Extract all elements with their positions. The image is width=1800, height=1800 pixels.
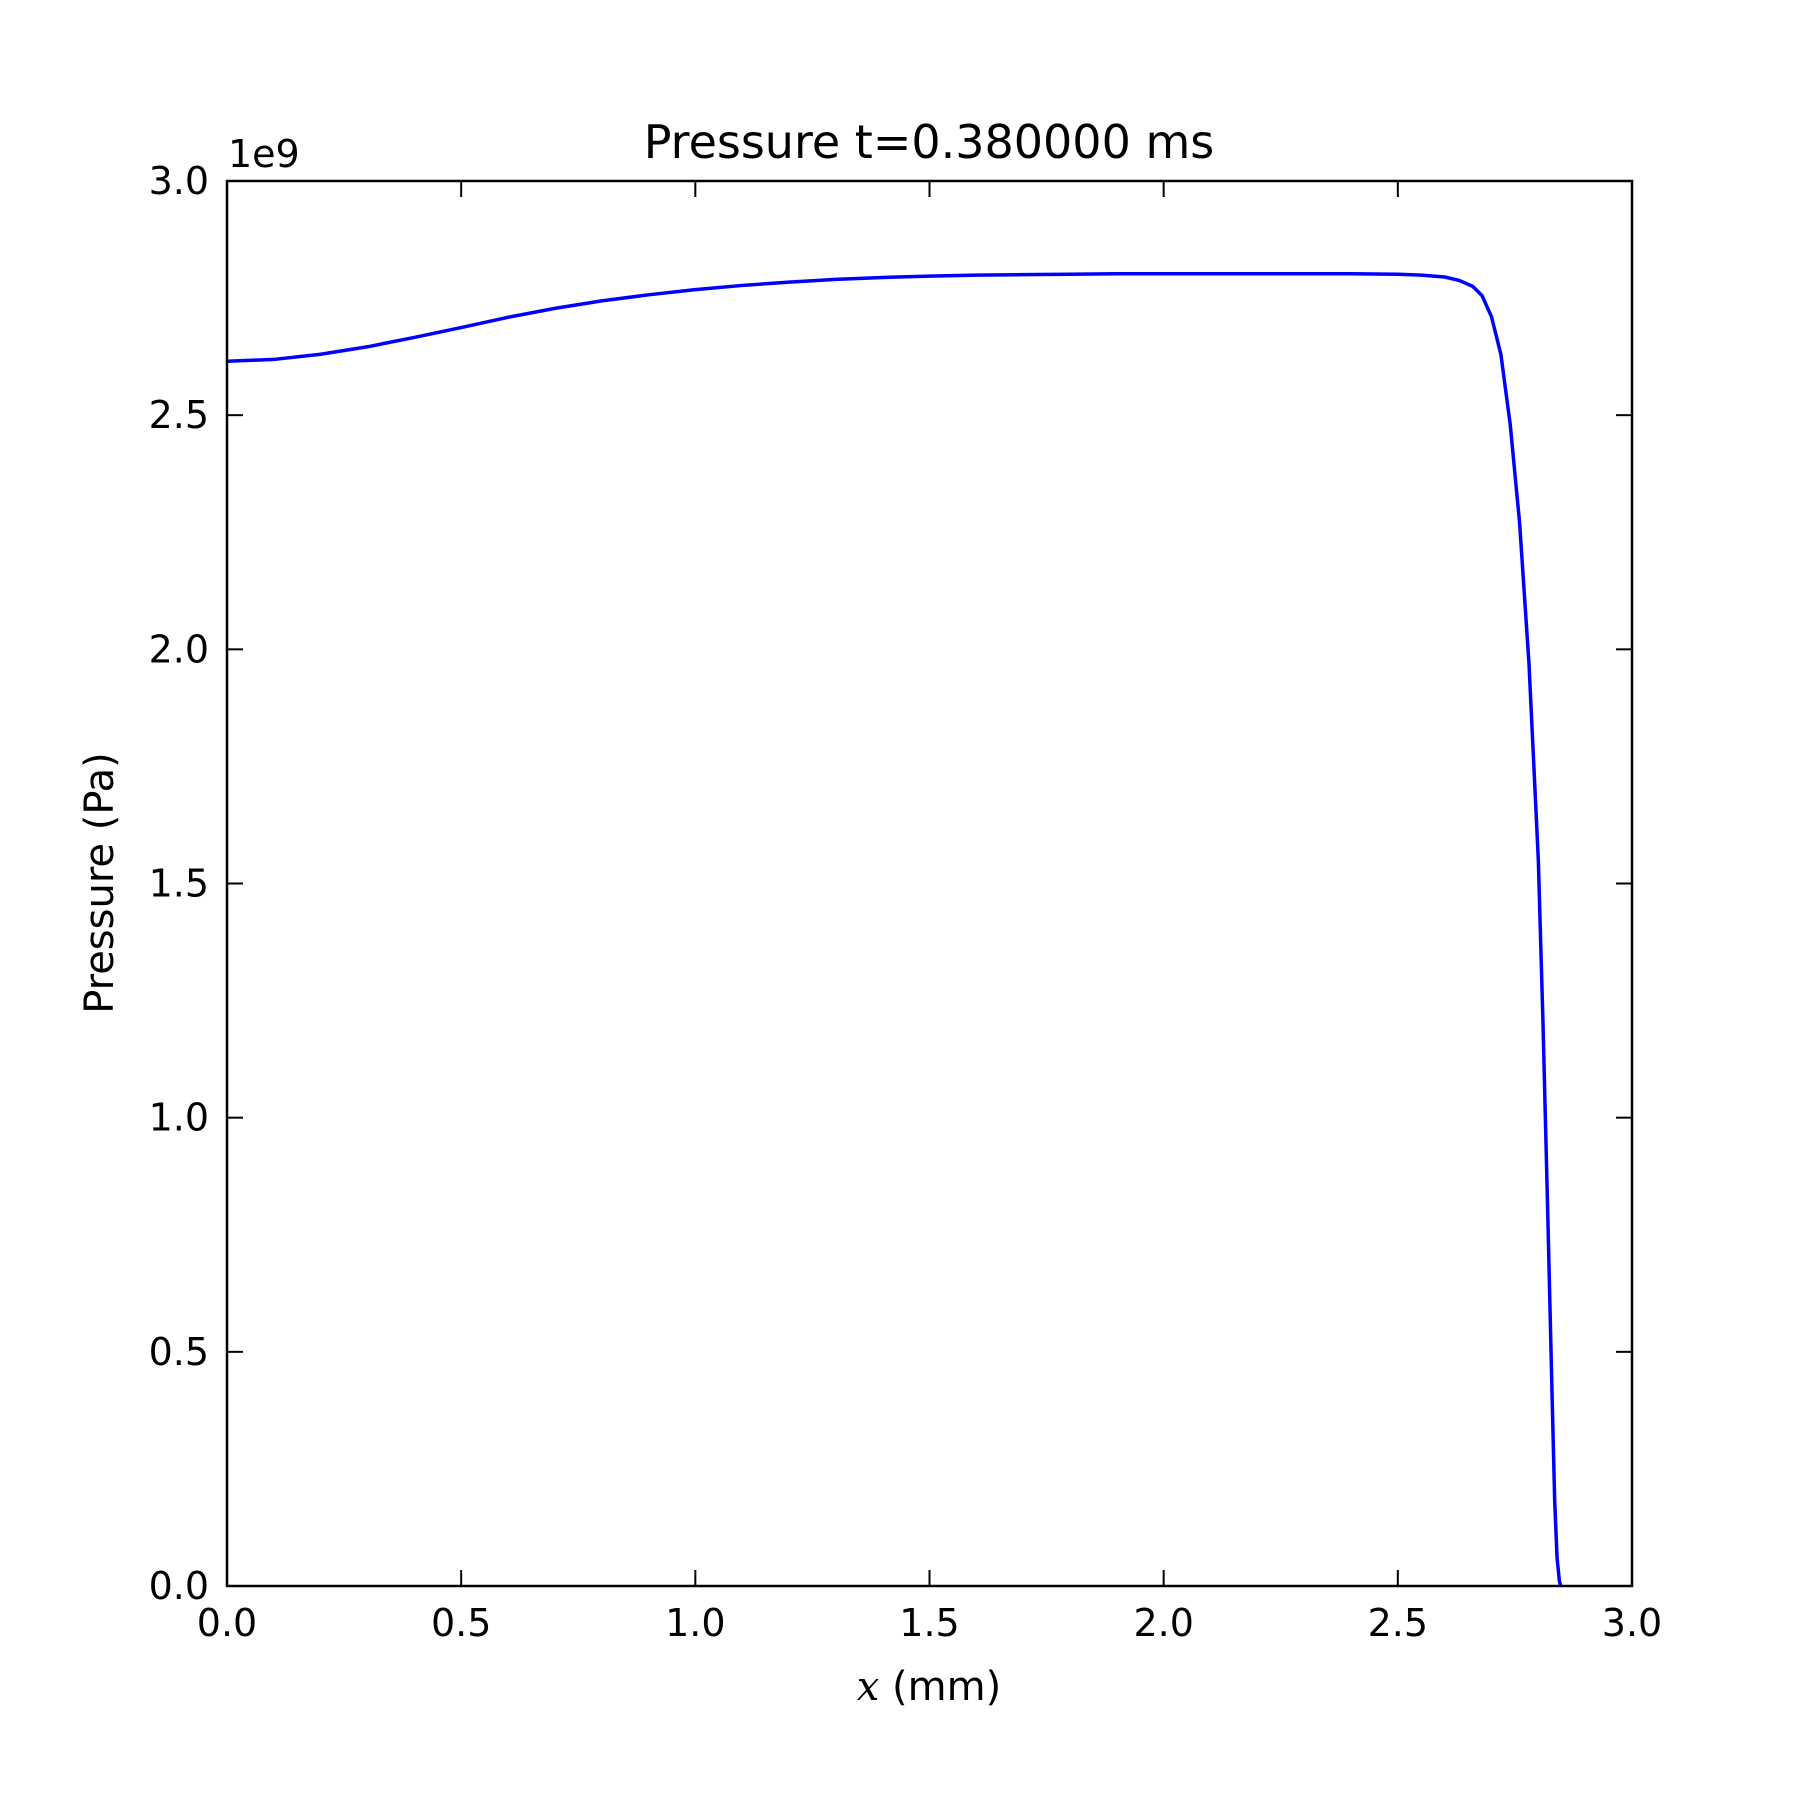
plot-frame <box>225 179 1634 1588</box>
series-layer <box>226 271 1563 1587</box>
chart-title: Pressure t=0.380000 ms <box>644 115 1215 169</box>
y-tick-label: 0.0 <box>149 1564 209 1608</box>
y-offset-text: 1e9 <box>228 132 300 176</box>
y-tick-label: 1.5 <box>149 862 209 906</box>
y-tick-label: 0.5 <box>149 1330 209 1374</box>
x-tick-label: 2.0 <box>1133 1601 1193 1645</box>
x-axis-label-unit: (mm) <box>879 1664 1001 1710</box>
y-tick-label: 2.0 <box>149 627 209 671</box>
y-axis-ticks: 0.0 0.5 1.0 1.5 2.0 2.5 3.0 <box>149 159 1632 1608</box>
y-axis-label: Pressure (Pa) <box>77 752 123 1014</box>
x-tick-label: 2.5 <box>1368 1601 1428 1645</box>
series-line <box>226 271 1563 1587</box>
y-tick-label: 2.5 <box>149 393 209 437</box>
y-tick-label: 1.0 <box>149 1096 209 1140</box>
x-axis-label-var: x <box>857 1664 880 1710</box>
x-tick-label: 3.0 <box>1602 1601 1662 1645</box>
x-axis-label: x (mm) <box>857 1664 1001 1710</box>
x-tick-label: 1.0 <box>665 1601 725 1645</box>
x-axis-ticks: 0.0 0.5 1.0 1.5 2.0 2.5 3.0 <box>197 181 1662 1645</box>
y-tick-label: 3.0 <box>149 159 209 203</box>
x-tick-label: 0.0 <box>197 1601 257 1645</box>
x-tick-label: 0.5 <box>431 1601 491 1645</box>
x-tick-label: 1.5 <box>899 1601 959 1645</box>
